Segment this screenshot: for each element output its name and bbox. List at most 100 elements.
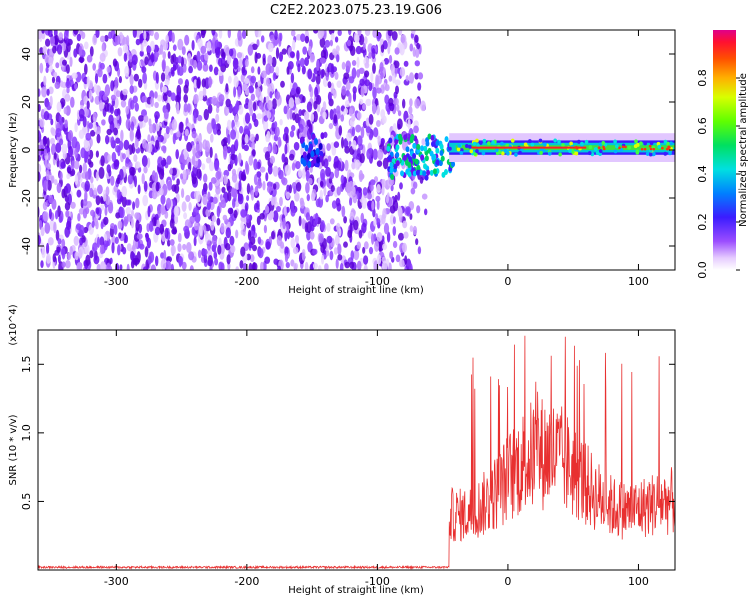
spectrogram-cell xyxy=(240,209,247,218)
spectrogram-cell xyxy=(284,164,291,176)
spectrogram-cell xyxy=(602,145,605,149)
spectrogram-cell xyxy=(569,141,573,146)
spectrogram-cell xyxy=(142,72,148,84)
spectrogram-cell xyxy=(613,149,618,154)
spectrogram-cell xyxy=(372,62,376,74)
spectrogram-cell xyxy=(238,152,242,164)
spectrogram-cell xyxy=(368,147,373,155)
spectrogram-cell xyxy=(215,170,222,180)
spectrogram-cell xyxy=(366,192,372,200)
spectrogram-cell xyxy=(416,143,421,150)
x-tick-label: -100 xyxy=(365,575,390,588)
spectrogram-cell xyxy=(170,67,175,75)
spectrogram-cell xyxy=(151,170,156,181)
spectrogram-cell xyxy=(183,225,190,233)
spectrogram-cell xyxy=(188,251,195,261)
spectrogram-cell xyxy=(229,48,234,57)
spectrogram-cell xyxy=(174,95,181,103)
spectrogram-cell xyxy=(267,164,273,175)
spectrogram-cell xyxy=(172,44,177,51)
spectrogram-cell xyxy=(451,161,456,168)
spectrogram-cell xyxy=(58,114,63,126)
spectrogram-cell xyxy=(226,254,231,265)
spectrogram-cell xyxy=(74,174,79,186)
spectrogram-cell xyxy=(376,254,382,265)
spectrogram-cell xyxy=(336,54,340,63)
spectrogram-cell xyxy=(60,161,66,169)
spectrogram-cell xyxy=(420,145,425,152)
spectrogram-cell xyxy=(211,30,216,36)
spectrogram-cell xyxy=(362,187,368,196)
spectrogram-cell xyxy=(194,221,199,231)
spectrogram-cell xyxy=(120,129,124,142)
spectrogram-cell xyxy=(231,168,237,176)
spectrogram-cell xyxy=(330,82,335,94)
spectrogram-cell xyxy=(382,243,388,250)
spectrogram-cell xyxy=(363,264,368,270)
spectrogram-cell xyxy=(409,213,413,221)
spectrogram-cell xyxy=(352,193,358,204)
spectrogram-cell xyxy=(43,75,47,87)
spectrogram-cell xyxy=(398,138,403,145)
spectrogram-cell xyxy=(244,58,249,68)
spectrogram-cell xyxy=(48,194,54,204)
spectrogram-cell xyxy=(206,41,212,52)
spectrogram-cell xyxy=(635,150,640,155)
spectrogram-cell xyxy=(346,132,352,142)
spectrogram-cell xyxy=(125,118,131,130)
spectrogram-cell xyxy=(83,106,89,118)
spectrogram-cell xyxy=(324,263,329,270)
spectrogram-cell xyxy=(365,98,372,107)
spectrogram-cell xyxy=(396,104,400,112)
spectrogram-cell xyxy=(267,185,272,194)
spectrogram-cell xyxy=(250,93,256,102)
spectrogram-cell xyxy=(669,141,673,146)
spectrogram-cell xyxy=(80,147,86,159)
spectrogram-cell xyxy=(126,243,132,252)
y-tick-label: 20 xyxy=(20,95,33,109)
spectrogram-cell xyxy=(52,253,56,263)
spectrogram-cell xyxy=(475,138,479,143)
spectrogram-cell xyxy=(284,230,288,242)
spectrogram-cell xyxy=(344,100,350,108)
spectrogram-cell xyxy=(121,185,128,198)
spectrogram-cell xyxy=(115,262,120,270)
spectrogram-cell xyxy=(327,81,332,89)
spectrogram-cell xyxy=(285,133,289,146)
spectrogram-cell xyxy=(319,189,323,200)
spectrogram-cell xyxy=(571,149,575,154)
spectrogram-cell xyxy=(204,52,209,61)
spectrogram-cell xyxy=(220,48,224,58)
spectrogram-cell xyxy=(387,42,391,55)
spectrogram-cell xyxy=(54,34,59,45)
spectrogram-cell xyxy=(59,138,64,146)
spectrogram-cell xyxy=(186,168,191,176)
spectrogram-cell xyxy=(427,133,432,140)
spectrogram-cell xyxy=(215,106,220,114)
spectrogram-cell xyxy=(575,145,578,149)
spectrogram-cell xyxy=(420,154,425,161)
spectrogram-cell xyxy=(75,223,82,231)
spectrogram-cell xyxy=(378,241,382,253)
spectrogram-cell xyxy=(225,47,231,57)
spectrogram-cell xyxy=(598,142,603,147)
spectrogram-cell xyxy=(253,158,258,171)
spectrogram-cell xyxy=(103,216,109,226)
spectrogram-cell xyxy=(141,95,148,103)
x-tick-label: -300 xyxy=(104,275,129,288)
spectrogram-cell xyxy=(299,136,304,144)
spectrogram-cell xyxy=(170,92,176,102)
spectrogram-cell xyxy=(398,30,403,36)
spectrogram-cell xyxy=(104,206,108,216)
spectrogram-cell xyxy=(58,215,63,223)
spectrogram-cell xyxy=(300,33,306,42)
spectrogram-cell xyxy=(310,192,316,202)
spectrogram-cell xyxy=(128,52,133,63)
spectrogram-cell xyxy=(214,160,220,172)
spectrogram-cell xyxy=(409,43,414,52)
spectrogram-cell xyxy=(241,201,246,211)
spectrogram-cell xyxy=(304,261,309,270)
spectrogram-cell xyxy=(100,35,106,43)
spectrogram-cell xyxy=(110,136,115,149)
